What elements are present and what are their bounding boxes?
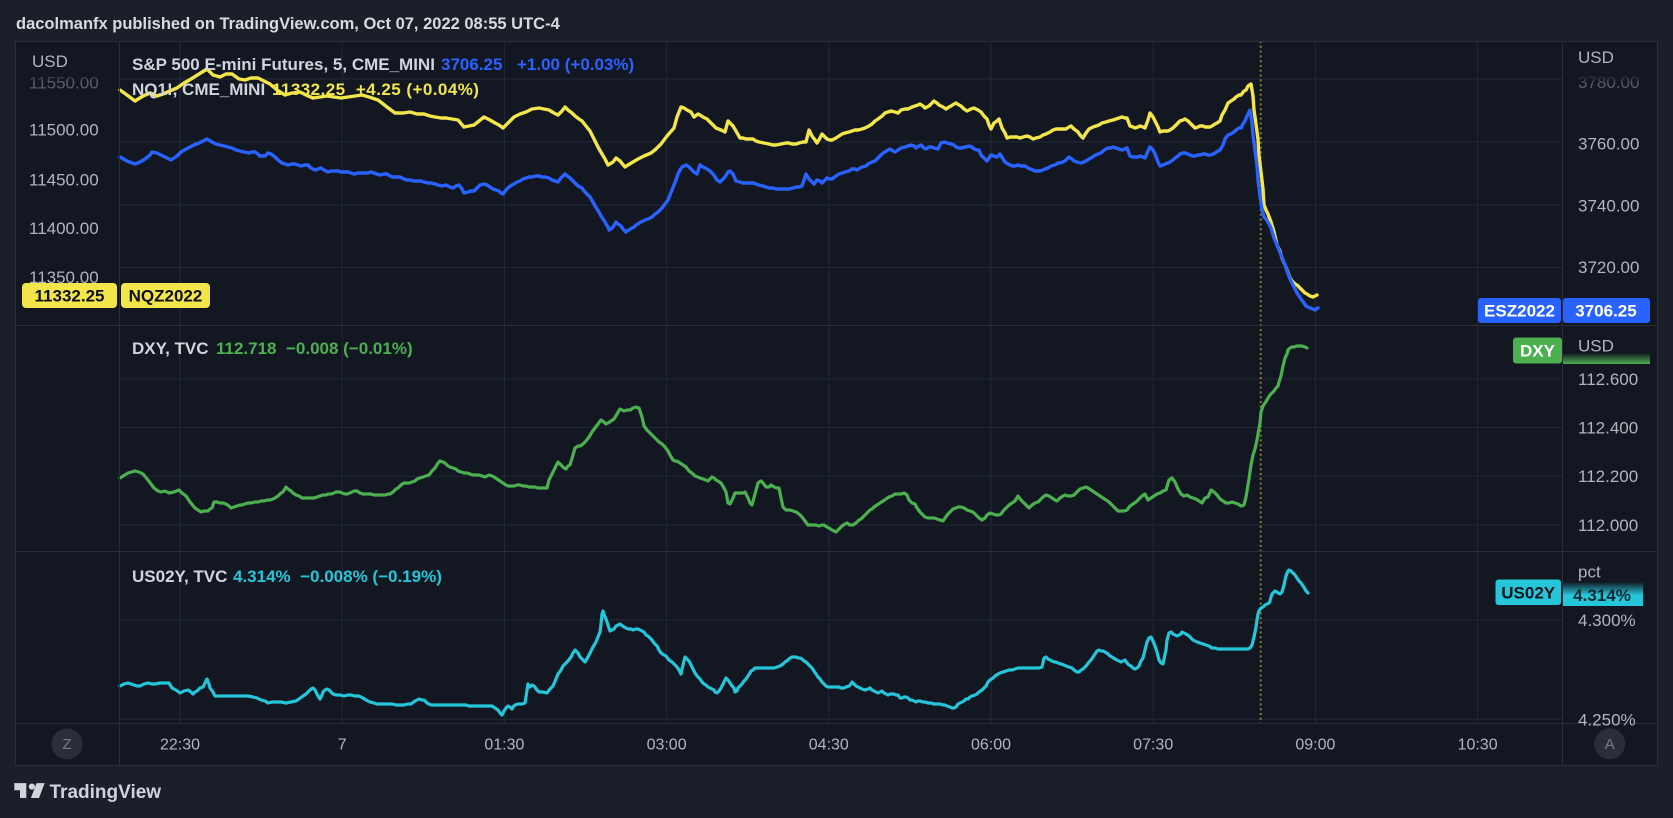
svg-text:11332.25 +4.25 (+0.04%): 11332.25 +4.25 (+0.04%): [272, 80, 479, 99]
svg-text:03:00: 03:00: [647, 737, 687, 754]
svg-text:ESZ2022: ESZ2022: [1484, 302, 1555, 321]
svg-text:10:30: 10:30: [1458, 737, 1498, 754]
svg-text:112.600: 112.600: [1578, 370, 1638, 389]
svg-text:+1.00 (+0.03%): +1.00 (+0.03%): [517, 55, 634, 74]
svg-text:NQ1!, CME_MINI: NQ1!, CME_MINI: [132, 80, 265, 99]
svg-text:112.718 −0.008 (−0.01%): 112.718 −0.008 (−0.01%): [216, 339, 413, 358]
svg-text:A: A: [1605, 736, 1615, 753]
svg-text:112.400: 112.400: [1578, 419, 1638, 438]
svg-text:3760.00: 3760.00: [1578, 135, 1639, 154]
svg-text:DXY, TVC: DXY, TVC: [132, 339, 209, 358]
svg-text:22:30: 22:30: [160, 737, 200, 754]
svg-text:3706.25: 3706.25: [441, 55, 502, 74]
svg-text:4.300%: 4.300%: [1578, 611, 1636, 630]
svg-text:112.000: 112.000: [1578, 516, 1638, 535]
svg-text:USD: USD: [1578, 48, 1614, 67]
svg-text:11332.25: 11332.25: [35, 287, 105, 306]
svg-text:01:30: 01:30: [484, 737, 524, 754]
svg-text:11500.00: 11500.00: [29, 120, 99, 139]
svg-text:US02Y: US02Y: [1501, 584, 1556, 603]
svg-text:Z: Z: [62, 736, 71, 753]
svg-text:11350.00: 11350.00: [29, 268, 99, 287]
svg-text:3720.00: 3720.00: [1578, 258, 1639, 277]
svg-text:DXY: DXY: [1520, 342, 1556, 361]
svg-text:3740.00: 3740.00: [1578, 196, 1639, 215]
svg-text:3706.25: 3706.25: [1575, 302, 1636, 321]
svg-text:112.200: 112.200: [1578, 467, 1638, 486]
svg-text:04:30: 04:30: [809, 737, 849, 754]
svg-text:USD: USD: [32, 52, 68, 71]
svg-text:TradingView: TradingView: [50, 782, 162, 803]
svg-text:4.250%: 4.250%: [1578, 711, 1636, 730]
svg-text:07:30: 07:30: [1133, 737, 1173, 754]
svg-text:S&P 500 E-mini Futures, 5, CME: S&P 500 E-mini Futures, 5, CME_MINI: [132, 55, 435, 74]
svg-text:09:00: 09:00: [1295, 737, 1335, 754]
svg-text:11400.00: 11400.00: [29, 219, 99, 238]
svg-text:06:00: 06:00: [971, 737, 1011, 754]
svg-text:NQZ2022: NQZ2022: [129, 287, 203, 306]
svg-text:pct: pct: [1578, 562, 1601, 581]
svg-text:7: 7: [338, 737, 347, 754]
svg-text:USD: USD: [1578, 337, 1614, 356]
svg-text:dacolmanfx published on Tradin: dacolmanfx published on TradingView.com,…: [16, 15, 561, 33]
svg-text:11450.00: 11450.00: [29, 171, 99, 190]
svg-text:4.314% −0.008% (−0.19%): 4.314% −0.008% (−0.19%): [233, 567, 442, 586]
svg-text:US02Y, TVC: US02Y, TVC: [132, 567, 227, 586]
svg-text:4.314%: 4.314%: [1573, 586, 1631, 605]
